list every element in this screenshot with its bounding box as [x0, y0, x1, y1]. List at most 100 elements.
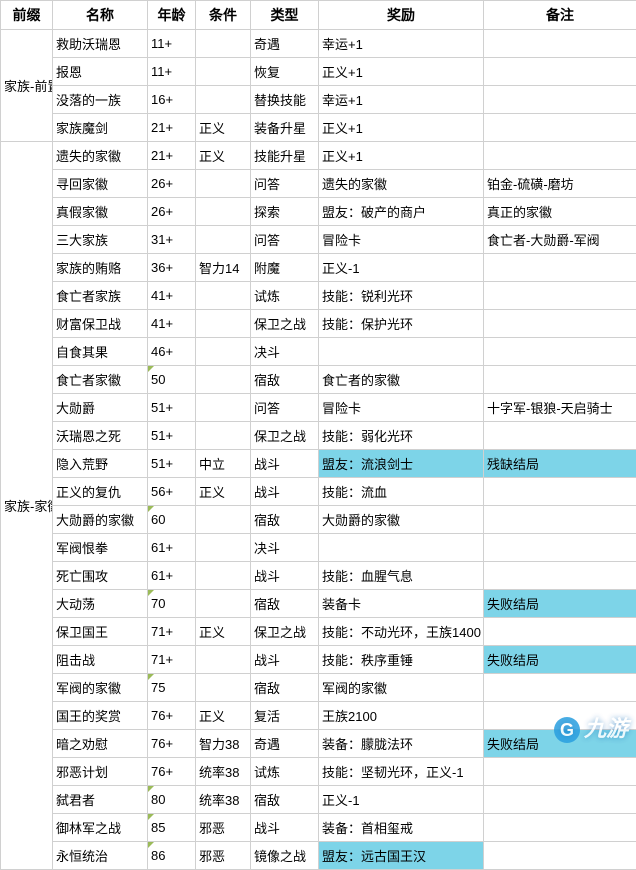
cell-note: 失败结局	[484, 590, 636, 618]
cell-name: 弑君者	[53, 786, 148, 814]
cell-reward: 技能：不动光环，王族1400	[319, 618, 484, 646]
cell-name: 食亡者家族	[53, 282, 148, 310]
table-row: 军阀的家徽75宿敌军阀的家徽	[1, 674, 636, 702]
cell-name: 沃瑞恩之死	[53, 422, 148, 450]
cell-name: 永恒统治	[53, 842, 148, 870]
table-row: 食亡者家族41+试炼技能：锐利光环	[1, 282, 636, 310]
table-row: 报恩11+恢复正义+1	[1, 58, 636, 86]
table-row: 邪恶计划76+统率38试炼技能：坚韧光环，正义-1	[1, 758, 636, 786]
cell-cond	[196, 338, 251, 366]
cell-age: 31+	[148, 226, 196, 254]
cell-name: 隐入荒野	[53, 450, 148, 478]
cell-age: 51+	[148, 394, 196, 422]
cell-reward: 盟友：破产的商户	[319, 198, 484, 226]
cell-note: 真正的家徽	[484, 198, 636, 226]
cell-cond	[196, 366, 251, 394]
cell-type: 替换技能	[251, 86, 319, 114]
cell-name: 暗之劝慰	[53, 730, 148, 758]
cell-cond: 正义	[196, 478, 251, 506]
cell-type: 问答	[251, 170, 319, 198]
cell-reward: 正义-1	[319, 786, 484, 814]
cell-cond	[196, 674, 251, 702]
cell-age: 26+	[148, 198, 196, 226]
cell-reward: 幸运+1	[319, 86, 484, 114]
cell-reward: 冒险卡	[319, 226, 484, 254]
cell-note	[484, 506, 636, 534]
header-name: 名称	[53, 1, 148, 30]
cell-cond: 正义	[196, 702, 251, 730]
cell-reward: 正义+1	[319, 142, 484, 170]
table-row: 沃瑞恩之死51+保卫之战技能：弱化光环	[1, 422, 636, 450]
cell-reward	[319, 338, 484, 366]
prefix-cell: 家族-前置	[1, 30, 53, 142]
cell-reward: 正义+1	[319, 58, 484, 86]
cell-type: 试炼	[251, 758, 319, 786]
cell-type: 宿敌	[251, 506, 319, 534]
table-row: 御林军之战85邪恶战斗装备：首相玺戒	[1, 814, 636, 842]
table-row: 自食其果46+ 决斗	[1, 338, 636, 366]
cell-age: 61+	[148, 534, 196, 562]
cell-note	[484, 422, 636, 450]
cell-name: 遗失的家徽	[53, 142, 148, 170]
table-row: 暗之劝慰76+智力38奇遇装备：朦胧法环失败结局	[1, 730, 636, 758]
cell-reward: 冒险卡	[319, 394, 484, 422]
cell-cond: 邪恶	[196, 842, 251, 870]
cell-reward: 幸运+1	[319, 30, 484, 58]
cell-note	[484, 814, 636, 842]
cell-reward: 大勋爵的家徽	[319, 506, 484, 534]
cell-reward: 装备：朦胧法环	[319, 730, 484, 758]
cell-reward: 装备：首相玺戒	[319, 814, 484, 842]
table-row: 死亡围攻61+战斗技能：血腥气息	[1, 562, 636, 590]
cell-age: 51+	[148, 450, 196, 478]
cell-reward: 正义+1	[319, 114, 484, 142]
header-row: 前缀 名称 年龄 条件 类型 奖励 备注	[1, 1, 636, 30]
cell-reward: 盟友：流浪剑士	[319, 450, 484, 478]
header-reward: 奖励	[319, 1, 484, 30]
cell-type: 保卫之战	[251, 310, 319, 338]
data-table: 前缀 名称 年龄 条件 类型 奖励 备注 家族-前置救助沃瑞恩11+奇遇幸运+1…	[0, 0, 636, 870]
cell-cond	[196, 534, 251, 562]
cell-type: 宿敌	[251, 786, 319, 814]
cell-age: 41+	[148, 282, 196, 310]
cell-type: 奇遇	[251, 30, 319, 58]
cell-name: 正义的复仇	[53, 478, 148, 506]
prefix-cell: 家族-家徽线	[1, 142, 53, 870]
cell-note	[484, 58, 636, 86]
cell-age: 76+	[148, 758, 196, 786]
table-row: 正义的复仇56+正义战斗技能：流血	[1, 478, 636, 506]
cell-name: 大动荡	[53, 590, 148, 618]
cell-name: 自食其果	[53, 338, 148, 366]
cell-type: 战斗	[251, 814, 319, 842]
cell-age: 26+	[148, 170, 196, 198]
table-row: 大动荡70宿敌装备卡失败结局	[1, 590, 636, 618]
cell-note: 失败结局	[484, 730, 636, 758]
cell-type: 战斗	[251, 450, 319, 478]
cell-note: 残缺结局	[484, 450, 636, 478]
cell-cond: 中立	[196, 450, 251, 478]
cell-age: 61+	[148, 562, 196, 590]
header-note: 备注	[484, 1, 636, 30]
cell-note	[484, 310, 636, 338]
cell-reward: 装备卡	[319, 590, 484, 618]
cell-note	[484, 114, 636, 142]
table-row: 家族魔剑21+正义装备升星正义+1	[1, 114, 636, 142]
table-row: 保卫国王71+正义保卫之战技能：不动光环，王族1400	[1, 618, 636, 646]
cell-cond	[196, 646, 251, 674]
cell-age: 46+	[148, 338, 196, 366]
cell-note	[484, 254, 636, 282]
cell-age: 80	[148, 786, 196, 814]
cell-type: 决斗	[251, 338, 319, 366]
cell-reward: 王族2100	[319, 702, 484, 730]
cell-age: 71+	[148, 618, 196, 646]
cell-note	[484, 842, 636, 870]
cell-age: 11+	[148, 58, 196, 86]
cell-reward: 技能：坚韧光环，正义-1	[319, 758, 484, 786]
cell-reward: 技能：锐利光环	[319, 282, 484, 310]
cell-age: 21+	[148, 142, 196, 170]
cell-age: 85	[148, 814, 196, 842]
cell-name: 死亡围攻	[53, 562, 148, 590]
cell-name: 没落的一族	[53, 86, 148, 114]
header-age: 年龄	[148, 1, 196, 30]
cell-cond	[196, 422, 251, 450]
cell-cond: 正义	[196, 114, 251, 142]
